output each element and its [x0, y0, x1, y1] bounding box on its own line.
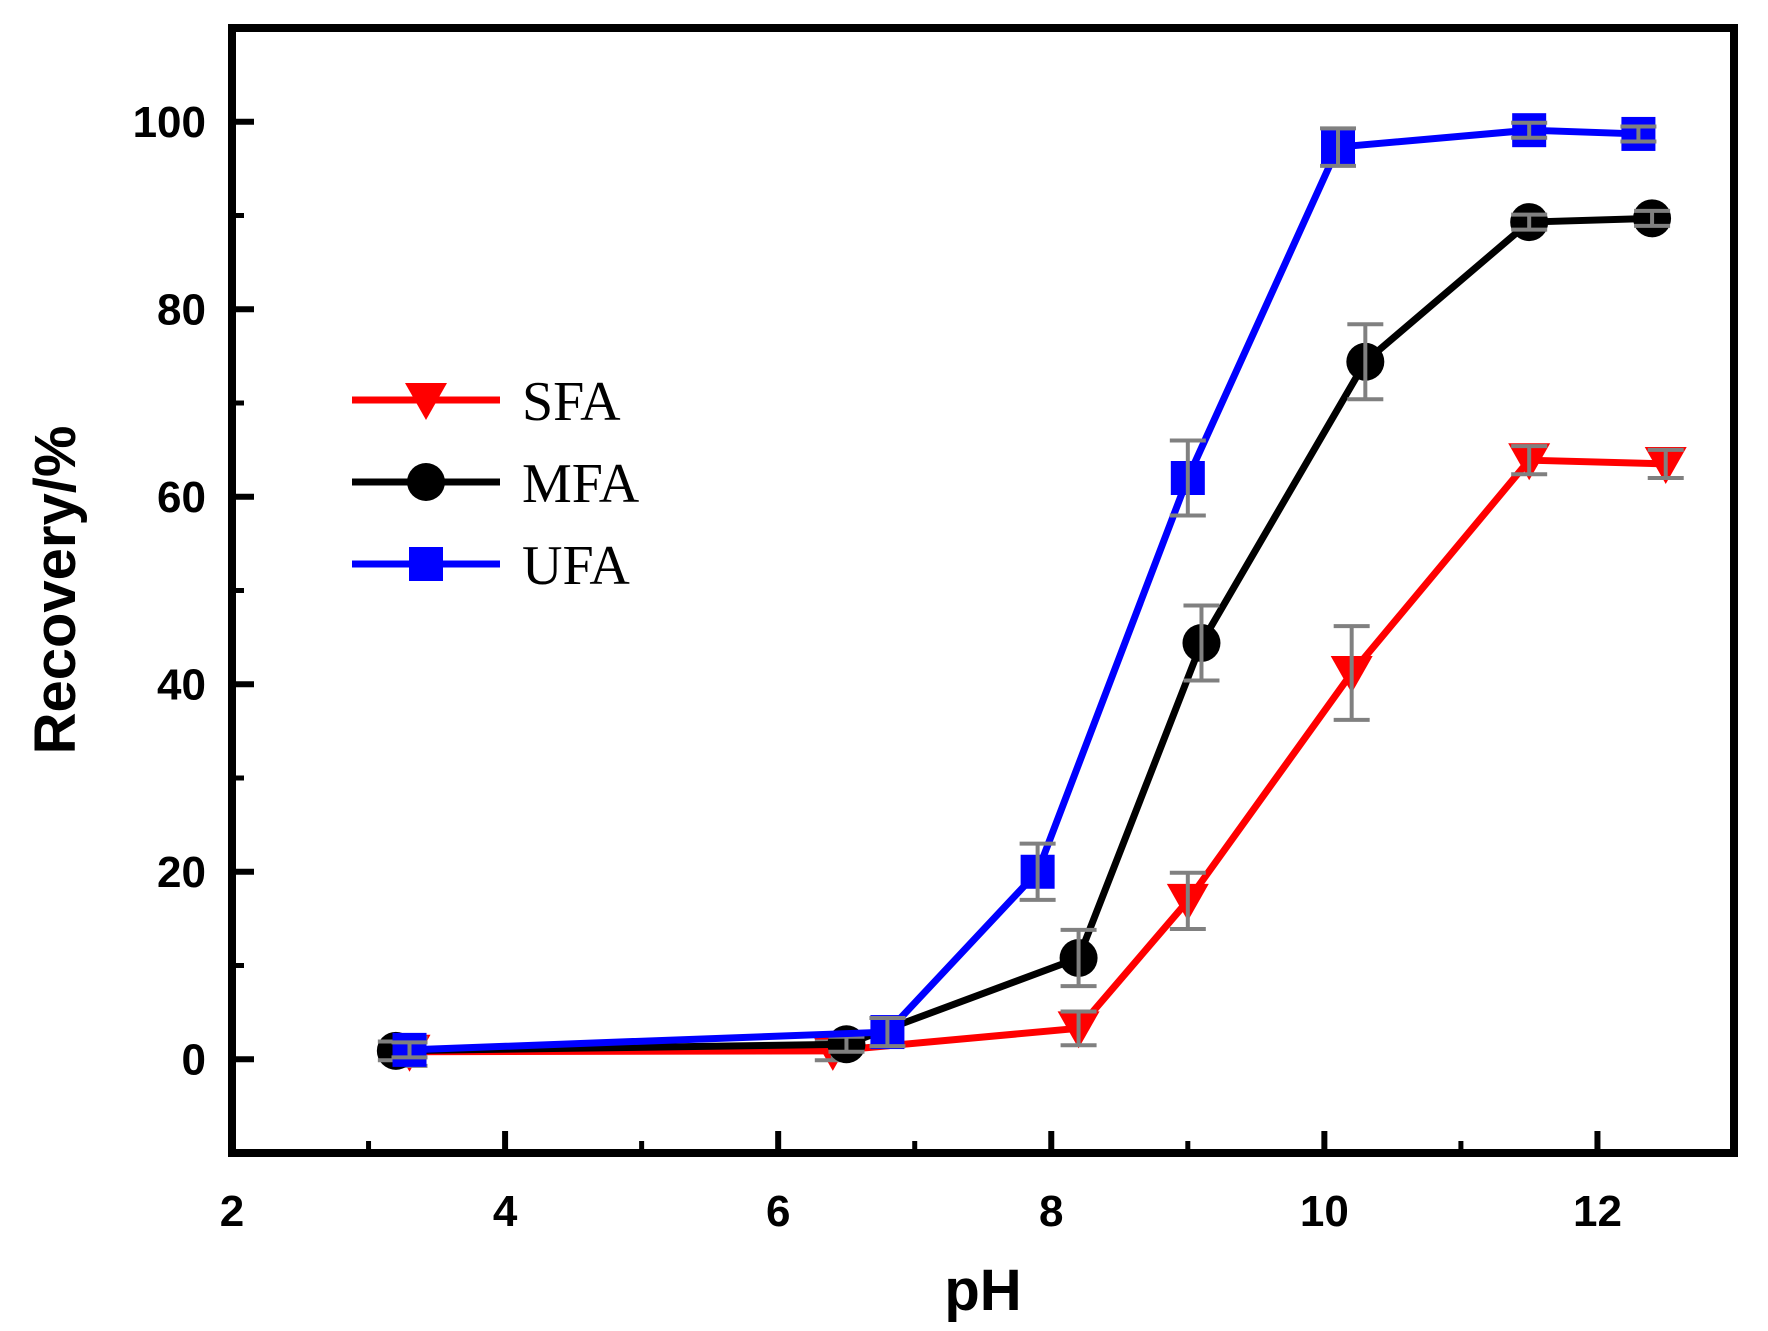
sfa-error-bar: [1169, 870, 1206, 931]
legend-label-sfa: SFA: [522, 371, 621, 433]
legend-item-ufa: UFA: [352, 535, 630, 597]
x-tick-label: 8: [1039, 1187, 1063, 1236]
y-tick-label: 0: [182, 1035, 206, 1084]
ufa-error-bar: [1320, 126, 1357, 168]
legend: SFA MFA UFA: [352, 371, 640, 597]
ufa-error-bar: [1019, 841, 1056, 902]
ufa-error-bar: [1169, 438, 1206, 518]
y-tick-label: 100: [133, 98, 206, 147]
y-tick-label: 80: [157, 285, 206, 334]
ufa-error-bar: [869, 1016, 906, 1049]
x-tick-label: 12: [1573, 1187, 1622, 1236]
legend-item-mfa: MFA: [352, 453, 640, 515]
ufa-error-bar: [391, 1040, 428, 1060]
legend-marker-mfa: [407, 463, 445, 501]
sfa-error-bar: [1511, 444, 1548, 477]
x-tick-label: 2: [220, 1187, 244, 1236]
legend-marker-sfa: [405, 383, 447, 420]
y-tick-label: 40: [157, 660, 206, 709]
sfa-error-bar: [1647, 447, 1684, 480]
mfa-error-bar: [1511, 212, 1548, 232]
legend-item-sfa: SFA: [352, 371, 621, 433]
ufa-error-bar: [1620, 124, 1657, 144]
mfa-error-bar: [1060, 927, 1097, 989]
mfa-error-bar: [1183, 603, 1220, 683]
y-tick-label: 60: [157, 473, 206, 522]
ufa-series: [391, 113, 1657, 1067]
sfa-error-bar: [1060, 1009, 1097, 1048]
legend-marker-ufa: [409, 547, 443, 581]
mfa-error-bar: [1347, 322, 1384, 402]
x-tick-label: 6: [766, 1187, 790, 1236]
x-tick-label: 4: [493, 1187, 518, 1236]
mfa-error-bar: [1634, 208, 1671, 228]
tick-labels: 2 4 6 8 10 12 0 20 40 60 80 100: [133, 98, 1622, 1236]
legend-label-ufa: UFA: [522, 535, 630, 597]
sfa-error-bar: [1333, 624, 1370, 722]
plot-series: [376, 113, 1687, 1072]
legend-label-mfa: MFA: [522, 453, 640, 515]
y-axis-title: Recovery/%: [23, 426, 88, 755]
x-tick-label: 10: [1300, 1187, 1349, 1236]
y-tick-label: 20: [157, 848, 206, 897]
x-axis-title: pH: [944, 1258, 1021, 1323]
ufa-error-bar: [1511, 120, 1548, 140]
plot-frame: [228, 24, 1738, 1157]
